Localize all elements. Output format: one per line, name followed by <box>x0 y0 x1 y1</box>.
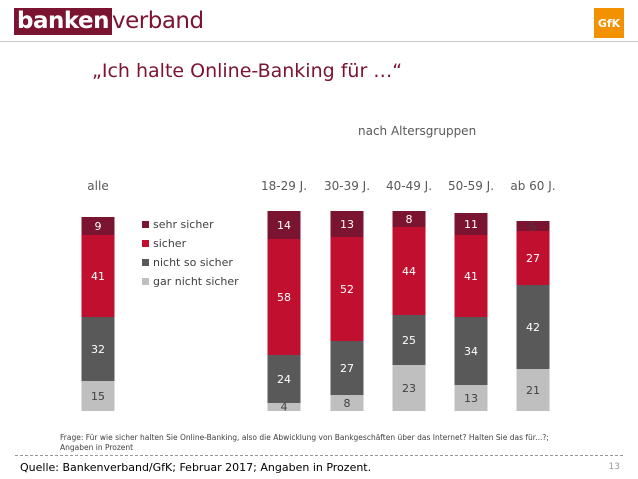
data-label-50-59-j-sicher: 41 <box>464 270 478 283</box>
bar-50-59-j-nicht-so-sicher <box>454 317 488 385</box>
bar-ab-60-j-gar-nicht-sicher <box>516 369 550 411</box>
bar-18-29-j-gar-nicht-sicher <box>267 403 301 411</box>
gfk-logo: GfK <box>594 8 624 38</box>
survey-question: Frage: Für wie sicher halten Sie Online-… <box>60 433 549 452</box>
chart-subtitle: nach Altersgruppen <box>358 124 477 138</box>
footer-divider <box>15 455 623 456</box>
bar-alle-sicher <box>81 235 115 317</box>
data-label-40-49-j-gar-nicht-sicher: 23 <box>402 382 416 395</box>
category-label-ab-60-j: ab 60 J. <box>510 179 555 193</box>
data-label-18-29-j-sicher: 58 <box>277 291 291 304</box>
bar-30-39-j-gar-nicht-sicher <box>330 395 364 411</box>
data-label-18-29-j-sehr-sicher: 14 <box>277 219 291 232</box>
category-label-30-39-j: 30-39 J. <box>324 179 370 193</box>
data-label-ab-60-j-sehr-sicher: 5 <box>530 221 537 234</box>
data-label-alle-gar-nicht-sicher: 15 <box>91 390 105 403</box>
data-label-alle-sicher: 41 <box>91 270 105 283</box>
source-note: Quelle: Bankenverband/GfK; Februar 2017;… <box>20 461 372 474</box>
bar-ab-60-j-sehr-sicher <box>516 221 550 231</box>
bar-alle-gar-nicht-sicher <box>81 381 115 411</box>
bar-50-59-j-sicher <box>454 235 488 317</box>
legend-label-sicher: sicher <box>153 237 187 250</box>
bar-ab-60-j-nicht-so-sicher <box>516 285 550 369</box>
bar-40-49-j-gar-nicht-sicher <box>392 365 426 411</box>
data-label-50-59-j-nicht-so-sicher: 34 <box>464 345 478 358</box>
category-label-18-29-j: 18-29 J. <box>261 179 307 193</box>
data-label-30-39-j-sehr-sicher: 13 <box>340 218 354 231</box>
bar-alle-nicht-so-sicher <box>81 317 115 381</box>
data-label-40-49-j-sehr-sicher: 8 <box>406 213 413 226</box>
bar-50-59-j-gar-nicht-sicher <box>454 385 488 411</box>
bar-50-59-j-sehr-sicher <box>454 213 488 235</box>
category-label-alle: alle <box>87 179 108 193</box>
bar-30-39-j-sicher <box>330 237 364 341</box>
data-label-40-49-j-sicher: 44 <box>402 265 416 278</box>
legend-swatch-gar-nicht-sicher <box>142 278 149 285</box>
legend-swatch-sicher <box>142 240 149 247</box>
data-label-alle-nicht-so-sicher: 32 <box>91 343 105 356</box>
data-label-30-39-j-sicher: 52 <box>340 283 354 296</box>
page-title: „Ich halte Online-Banking für …“ <box>92 60 403 82</box>
bar-40-49-j-nicht-so-sicher <box>392 315 426 365</box>
bankenverband-logo: banken verband <box>14 8 204 35</box>
data-label-50-59-j-sehr-sicher: 11 <box>464 218 478 231</box>
data-label-30-39-j-gar-nicht-sicher: 8 <box>344 397 351 410</box>
bar-18-29-j-nicht-so-sicher <box>267 355 301 403</box>
legend-label-sehr-sicher: sehr sicher <box>153 218 214 231</box>
logo-part-banken: banken <box>14 8 113 35</box>
data-label-18-29-j-nicht-so-sicher: 24 <box>277 373 291 386</box>
legend-label-nicht-so-sicher: nicht so sicher <box>153 256 233 269</box>
bar-30-39-j-nicht-so-sicher <box>330 341 364 395</box>
data-label-alle-sehr-sicher: 9 <box>95 220 102 233</box>
bar-18-29-j-sicher <box>267 239 301 355</box>
legend-label-gar-nicht-sicher: gar nicht sicher <box>153 275 239 288</box>
bar-alle-sehr-sicher <box>81 217 115 235</box>
category-label-40-49-j: 40-49 J. <box>386 179 432 193</box>
data-label-18-29-j-gar-nicht-sicher: 4 <box>281 401 288 414</box>
bar-ab-60-j-sicher <box>516 231 550 285</box>
data-label-ab-60-j-nicht-so-sicher: 42 <box>526 321 540 334</box>
data-label-40-49-j-nicht-so-sicher: 25 <box>402 334 416 347</box>
data-label-30-39-j-nicht-so-sicher: 27 <box>340 362 354 375</box>
data-label-ab-60-j-gar-nicht-sicher: 21 <box>526 384 540 397</box>
header-divider <box>0 41 638 42</box>
legend-swatch-nicht-so-sicher <box>142 259 149 266</box>
data-label-50-59-j-gar-nicht-sicher: 13 <box>464 392 478 405</box>
bar-40-49-j-sicher <box>392 227 426 315</box>
bar-40-49-j-sehr-sicher <box>392 211 426 227</box>
data-label-ab-60-j-sicher: 27 <box>526 252 540 265</box>
bar-30-39-j-sehr-sicher <box>330 211 364 237</box>
legend-swatch-sehr-sicher <box>142 221 149 228</box>
bar-18-29-j-sehr-sicher <box>267 211 301 239</box>
category-label-50-59-j: 50-59 J. <box>448 179 494 193</box>
page-number: 13 <box>608 462 620 472</box>
logo-part-verband: verband <box>112 8 204 34</box>
